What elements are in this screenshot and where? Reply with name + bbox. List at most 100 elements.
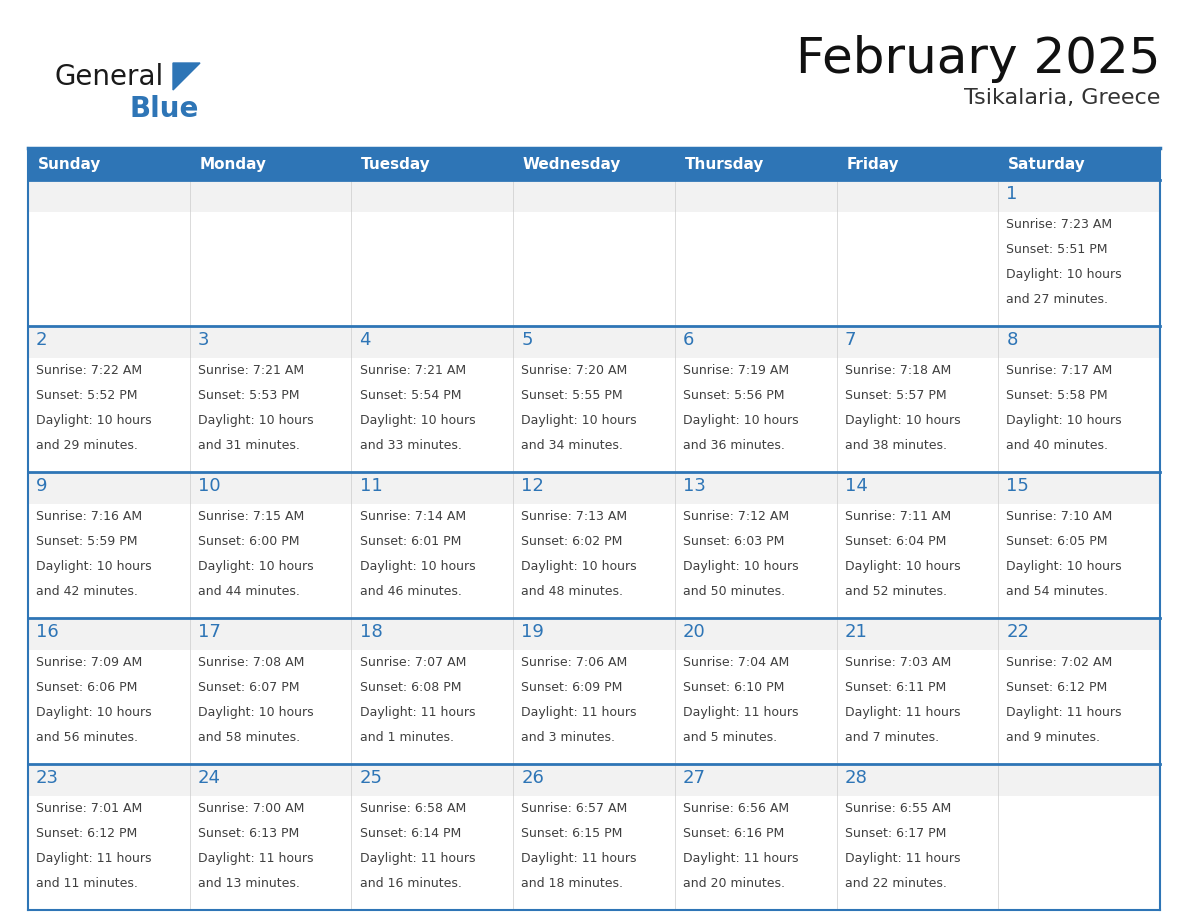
Text: Blue: Blue [129,95,200,123]
Text: Sunset: 5:54 PM: Sunset: 5:54 PM [360,389,461,402]
Bar [29,358,190,472]
Text: February 2025: February 2025 [796,35,1159,83]
Text: and 48 minutes.: and 48 minutes. [522,585,624,599]
Text: 3: 3 [197,330,209,349]
Text: and 50 minutes.: and 50 minutes. [683,585,785,599]
Text: Daylight: 11 hours: Daylight: 11 hours [845,706,960,719]
Text: 9: 9 [36,476,48,495]
Text: Sunset: 5:55 PM: Sunset: 5:55 PM [522,389,623,402]
Bar [836,796,998,910]
Text: Sunrise: 6:55 AM: Sunrise: 6:55 AM [845,802,950,815]
Bar [352,472,513,504]
Text: Sunrise: 7:02 AM: Sunrise: 7:02 AM [1006,656,1113,669]
Bar [352,796,513,910]
Bar [513,472,675,504]
Text: Tuesday: Tuesday [361,156,431,172]
Text: 22: 22 [1006,622,1029,641]
Text: Daylight: 10 hours: Daylight: 10 hours [683,414,798,427]
Bar [998,650,1159,764]
Text: and 1 minutes.: and 1 minutes. [360,731,454,744]
Bar [190,650,352,764]
Bar [513,618,675,650]
Bar [836,180,998,212]
Text: Daylight: 11 hours: Daylight: 11 hours [197,852,314,865]
Text: Sunrise: 7:21 AM: Sunrise: 7:21 AM [197,364,304,377]
Bar [513,326,675,358]
Text: Sunset: 6:06 PM: Sunset: 6:06 PM [36,681,138,694]
Text: 25: 25 [360,768,383,787]
Text: Sunset: 5:57 PM: Sunset: 5:57 PM [845,389,947,402]
Bar [29,796,190,910]
Text: 27: 27 [683,768,706,787]
Bar [998,472,1159,504]
Text: Friday: Friday [846,156,899,172]
Text: Tsikalaria, Greece: Tsikalaria, Greece [963,88,1159,108]
Bar [513,796,675,910]
Text: Daylight: 10 hours: Daylight: 10 hours [1006,414,1121,427]
Text: and 18 minutes.: and 18 minutes. [522,877,624,890]
Bar [675,358,836,472]
Text: Sunrise: 7:19 AM: Sunrise: 7:19 AM [683,364,789,377]
Bar [513,358,675,472]
Text: Daylight: 10 hours: Daylight: 10 hours [845,414,960,427]
Text: 1: 1 [1006,185,1018,203]
Text: and 9 minutes.: and 9 minutes. [1006,731,1100,744]
Bar [29,148,1159,180]
Text: Sunset: 6:09 PM: Sunset: 6:09 PM [522,681,623,694]
Text: Daylight: 11 hours: Daylight: 11 hours [1006,706,1121,719]
Text: 17: 17 [197,622,221,641]
Text: 23: 23 [36,768,59,787]
Bar [675,504,836,618]
Text: Daylight: 10 hours: Daylight: 10 hours [522,414,637,427]
Bar [836,358,998,472]
Bar [998,764,1159,796]
Text: 2: 2 [36,330,48,349]
Bar [836,212,998,326]
Text: Sunset: 5:53 PM: Sunset: 5:53 PM [197,389,299,402]
Text: and 56 minutes.: and 56 minutes. [36,731,138,744]
Bar [352,212,513,326]
Text: Daylight: 11 hours: Daylight: 11 hours [36,852,152,865]
Text: Sunset: 6:01 PM: Sunset: 6:01 PM [360,535,461,548]
Text: 6: 6 [683,330,694,349]
Bar [190,472,352,504]
Text: and 58 minutes.: and 58 minutes. [197,731,299,744]
Text: and 44 minutes.: and 44 minutes. [197,585,299,599]
Text: Sunset: 6:12 PM: Sunset: 6:12 PM [36,827,138,840]
Bar [190,212,352,326]
Text: and 42 minutes.: and 42 minutes. [36,585,138,599]
Bar [836,618,998,650]
Text: Sunday: Sunday [38,156,101,172]
Bar [352,326,513,358]
Text: Sunset: 5:56 PM: Sunset: 5:56 PM [683,389,784,402]
Text: Daylight: 10 hours: Daylight: 10 hours [360,414,475,427]
Text: 20: 20 [683,622,706,641]
Bar [190,180,352,212]
Bar [998,180,1159,212]
Bar [998,796,1159,910]
Text: Sunrise: 7:20 AM: Sunrise: 7:20 AM [522,364,627,377]
Bar [675,618,836,650]
Text: Sunset: 5:52 PM: Sunset: 5:52 PM [36,389,138,402]
Text: 10: 10 [197,476,221,495]
Bar [675,180,836,212]
Bar [29,764,190,796]
Text: 16: 16 [36,622,59,641]
Text: Sunrise: 7:18 AM: Sunrise: 7:18 AM [845,364,950,377]
Text: Daylight: 11 hours: Daylight: 11 hours [683,706,798,719]
Bar [836,650,998,764]
Text: Daylight: 11 hours: Daylight: 11 hours [845,852,960,865]
Text: 21: 21 [845,622,867,641]
Bar [836,764,998,796]
Text: and 13 minutes.: and 13 minutes. [197,877,299,890]
Text: 18: 18 [360,622,383,641]
Bar [998,504,1159,618]
Text: and 36 minutes.: and 36 minutes. [683,439,785,453]
Text: 8: 8 [1006,330,1018,349]
Text: Sunrise: 6:57 AM: Sunrise: 6:57 AM [522,802,627,815]
Text: Sunset: 6:10 PM: Sunset: 6:10 PM [683,681,784,694]
Bar [513,504,675,618]
Text: Daylight: 10 hours: Daylight: 10 hours [1006,268,1121,281]
Bar [675,764,836,796]
Text: and 27 minutes.: and 27 minutes. [1006,293,1108,306]
